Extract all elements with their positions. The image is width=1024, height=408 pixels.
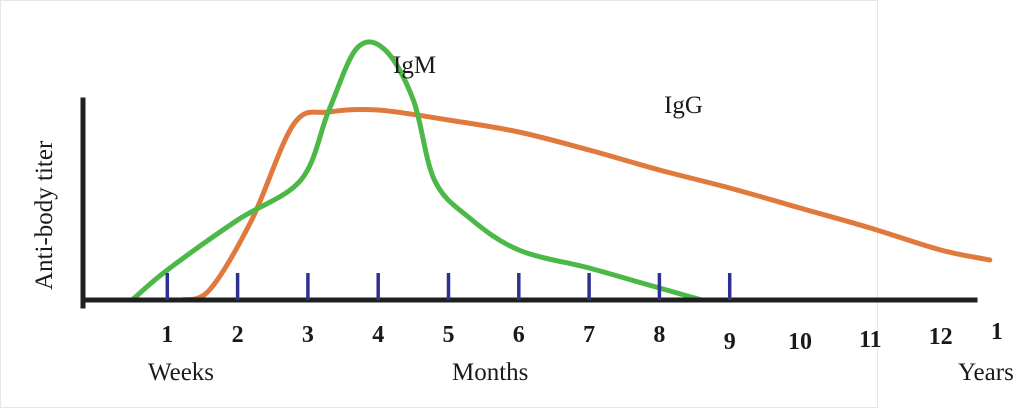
x-tick-label: 10 <box>788 329 812 355</box>
y-axis-label: Anti-body titer <box>31 140 58 290</box>
chart-panel <box>0 0 878 408</box>
x-tick-label: 11 <box>859 327 882 353</box>
x-group-label-weeks: Weeks <box>148 359 214 386</box>
series-label-igg: IgG <box>664 92 703 119</box>
x-tick-label: 1 <box>161 322 173 348</box>
series-line-igg <box>178 106 993 303</box>
x-group-label-years: Years <box>958 359 1014 386</box>
x-tick-label: 8 <box>653 322 665 348</box>
x-group-label-months: Months <box>452 359 528 386</box>
x-tick-label: 7 <box>583 322 595 348</box>
x-tick-label: 1 <box>991 319 1003 345</box>
series-line-igm <box>129 39 705 303</box>
x-tick-label: 9 <box>724 329 736 355</box>
x-tick-label: 6 <box>513 322 525 348</box>
x-tick-label: 3 <box>302 322 314 348</box>
x-ticks <box>165 273 732 300</box>
x-tick-label: 5 <box>443 322 455 348</box>
x-tick-label: 4 <box>372 322 384 348</box>
series-layer <box>129 39 993 303</box>
series-label-igm: IgM <box>393 52 436 79</box>
x-tick-label: 12 <box>929 324 953 350</box>
x-tick-label: 2 <box>232 322 244 348</box>
x-tick-labels: 1 2 3 4 5 6 7 8 9 10 11 12 1 <box>161 319 1003 355</box>
